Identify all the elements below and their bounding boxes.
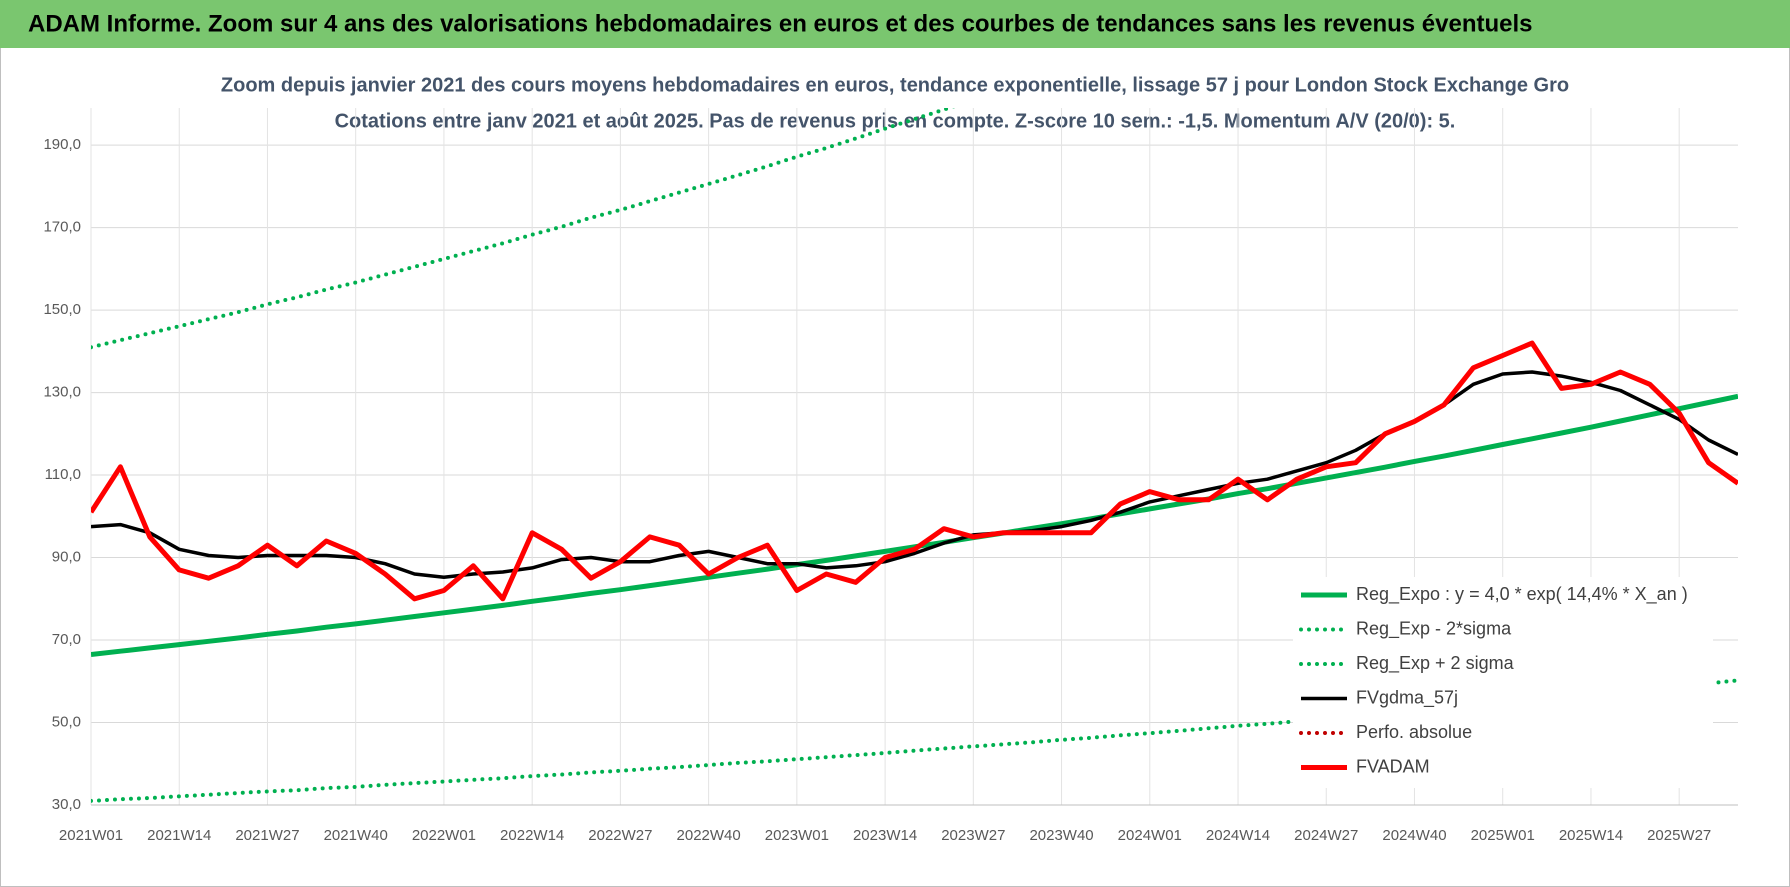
chart-title: Zoom depuis janvier 2021 des cours moyen…: [221, 74, 1569, 96]
header-title: ADAM Informe. Zoom sur 4 ans des valoris…: [28, 10, 1533, 37]
y-tick-label: 170,0: [43, 219, 81, 236]
legend-label: FVgdma_57j: [1356, 687, 1458, 708]
legend-label: Reg_Exp - 2*sigma: [1356, 618, 1512, 639]
x-tick-label: 2023W01: [765, 827, 829, 844]
header-band: [0, 0, 1790, 48]
x-tick-label: 2022W14: [500, 827, 564, 844]
y-tick-label: 90,0: [52, 549, 81, 566]
x-tick-label: 2023W14: [853, 827, 917, 844]
x-tick-label: 2023W27: [941, 827, 1005, 844]
x-tick-label: 2022W27: [588, 827, 652, 844]
x-tick-label: 2021W27: [235, 827, 299, 844]
legend-label: Reg_Expo : y = 4,0 * exp( 14,4% * X_an ): [1356, 584, 1688, 605]
y-tick-label: 110,0: [45, 466, 81, 483]
x-tick-label: 2022W01: [412, 827, 476, 844]
x-tick-label: 2024W40: [1382, 827, 1446, 844]
series-line: [91, 108, 956, 350]
y-tick-label: 150,0: [43, 301, 81, 318]
x-tick-label: 2024W01: [1118, 827, 1182, 844]
y-tick-label: 50,0: [52, 713, 81, 730]
y-tick-label: 130,0: [43, 384, 81, 401]
legend-label: Reg_Exp + 2 sigma: [1356, 653, 1515, 674]
series-line: [91, 340, 1738, 602]
chart-subtitle: Cotations entre janv 2021 et août 2025. …: [335, 110, 1456, 132]
x-tick-label: 2022W40: [677, 827, 741, 844]
x-tick-label: 2023W40: [1029, 827, 1093, 844]
y-tick-label: 190,0: [43, 136, 81, 153]
x-tick-label: 2021W01: [59, 827, 123, 844]
legend-label: Perfo. absolue: [1356, 722, 1472, 742]
legend-label: FVADAM: [1356, 756, 1430, 776]
x-tick-label: 2025W01: [1471, 827, 1535, 844]
x-tick-label: 2024W27: [1294, 827, 1358, 844]
y-tick-label: 70,0: [52, 631, 81, 648]
legend-box: [1293, 577, 1713, 788]
x-tick-label: 2021W14: [147, 827, 211, 844]
legend: Reg_Expo : y = 4,0 * exp( 14,4% * X_an )…: [1293, 577, 1713, 788]
y-tick-label: 30,0: [52, 796, 81, 813]
x-tick-label: 2025W14: [1559, 827, 1623, 844]
x-tick-label: 2021W40: [324, 827, 388, 844]
x-tick-label: 2024W14: [1206, 827, 1270, 844]
x-tick-label: 2025W27: [1647, 827, 1711, 844]
